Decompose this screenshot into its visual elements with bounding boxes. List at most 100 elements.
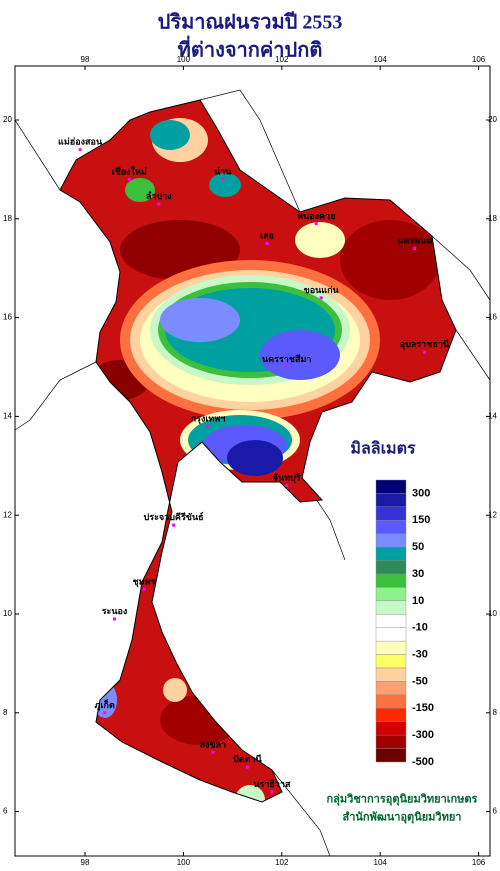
station — [285, 365, 289, 369]
place-name: กรุงเทพฯ — [191, 413, 226, 424]
legend-label: 30 — [412, 568, 424, 580]
place-name: เชียงใหม่ — [112, 165, 147, 176]
legend-label: -10 — [412, 622, 428, 634]
lon-label: 106 — [472, 858, 486, 867]
place-name: จันทบุรี — [273, 473, 301, 484]
station — [206, 424, 210, 428]
lon-label: 98 — [81, 55, 90, 64]
lat-label: 10 — [488, 609, 497, 618]
legend-swatch — [375, 654, 407, 669]
lon-label: 102 — [275, 858, 289, 867]
station — [142, 587, 146, 591]
lat-label: 18 — [3, 214, 12, 223]
lat-label: 16 — [488, 313, 497, 322]
credit-line: สำนักพัฒนาอุตุนิยมวิทยา — [343, 811, 462, 825]
legend-swatch — [375, 533, 407, 548]
lat-label: 6 — [493, 807, 498, 816]
station — [319, 296, 323, 300]
lon-label: 100 — [177, 858, 191, 867]
legend-swatch — [375, 734, 407, 749]
lon-label: 104 — [374, 858, 388, 867]
place-name: ประจวบคีรีขันธ์ — [144, 511, 204, 522]
lat-label: 8 — [493, 708, 498, 717]
legend-label: -500 — [412, 756, 434, 768]
lat-label: 18 — [488, 214, 497, 223]
place-name: นครราชสีมา — [262, 354, 311, 364]
lon-label: 106 — [472, 55, 486, 64]
place-name: ระนอง — [102, 606, 128, 616]
station — [127, 177, 131, 181]
place-name: ลำปาง — [146, 191, 172, 201]
station — [103, 711, 107, 715]
lat-label: 12 — [3, 510, 12, 519]
lat-label: 20 — [488, 115, 497, 124]
place-name: ภูเก็ต — [95, 698, 115, 711]
lat-label: 8 — [3, 708, 8, 717]
station — [413, 246, 417, 250]
legend-swatch — [375, 748, 407, 763]
station — [265, 242, 269, 245]
legend-label: 300 — [412, 487, 430, 499]
place-name: สงขลา — [200, 739, 227, 749]
place-name: ชุมพร — [133, 576, 156, 587]
legend-label: 50 — [412, 541, 424, 553]
legend-label: -150 — [412, 702, 434, 714]
legend-swatch — [375, 667, 407, 682]
neighbor-borders — [14, 89, 491, 857]
legend-swatch — [375, 479, 407, 494]
lat-label: 20 — [3, 115, 12, 124]
legend-title: มิลลิเมตร — [350, 440, 416, 458]
legend-label: 150 — [412, 514, 430, 526]
lon-label: 102 — [275, 55, 289, 64]
station — [314, 222, 318, 226]
legend-swatch — [375, 627, 407, 642]
station — [113, 617, 117, 621]
place-name: ขอนแก่น — [304, 285, 340, 295]
lat-label: 14 — [3, 412, 12, 421]
station — [270, 790, 274, 794]
lat-label: 6 — [3, 807, 8, 816]
lat-label: 12 — [488, 510, 497, 519]
subtitle: ที่ต่างจากค่าปกติ — [178, 35, 323, 62]
legend-swatch — [375, 506, 407, 521]
legend-swatch — [375, 560, 407, 575]
station — [221, 177, 225, 181]
title: ปริมาณฝนรวมปี 2553 — [158, 11, 343, 34]
legend-swatch — [375, 587, 407, 602]
lon-label: 104 — [374, 55, 388, 64]
station — [211, 750, 215, 754]
place-name: นครพนม — [397, 236, 432, 246]
credit-line: กลุ่มวิชาการอุตุนิยมวิทยาเกษตร — [327, 793, 478, 807]
station — [285, 484, 289, 488]
legend-swatch — [375, 681, 407, 696]
legend-label: 10 — [412, 595, 424, 607]
lat-label: 16 — [3, 313, 12, 322]
place-name: เลย — [260, 231, 274, 241]
legend-swatch — [375, 600, 407, 615]
legend-swatch — [375, 573, 407, 588]
place-name: น่าน — [214, 166, 232, 176]
legend-swatch — [375, 694, 407, 709]
lat-label: 14 — [488, 412, 497, 421]
legend-swatch — [375, 614, 407, 628]
place-name: อุบลราชธานี — [400, 339, 450, 350]
lat-label: 10 — [3, 609, 12, 618]
lon-label: 100 — [177, 55, 191, 64]
legend-label: -50 — [412, 675, 428, 687]
legend-swatch — [375, 520, 407, 534]
legend-label: -300 — [412, 729, 434, 741]
legend-swatch — [375, 721, 407, 736]
legend-swatch — [375, 546, 407, 561]
legend-swatch — [375, 708, 407, 722]
station — [172, 523, 176, 527]
place-name: นราธิวาส — [253, 779, 291, 789]
legend-swatch — [375, 493, 407, 508]
place-name: ปัตตานี — [233, 754, 262, 764]
station — [78, 148, 82, 152]
legend-swatch — [375, 640, 407, 655]
station — [245, 765, 249, 769]
lon-label: 98 — [81, 858, 90, 867]
station — [422, 350, 426, 354]
place-name: แม่ฮ่องสอน — [58, 137, 103, 147]
